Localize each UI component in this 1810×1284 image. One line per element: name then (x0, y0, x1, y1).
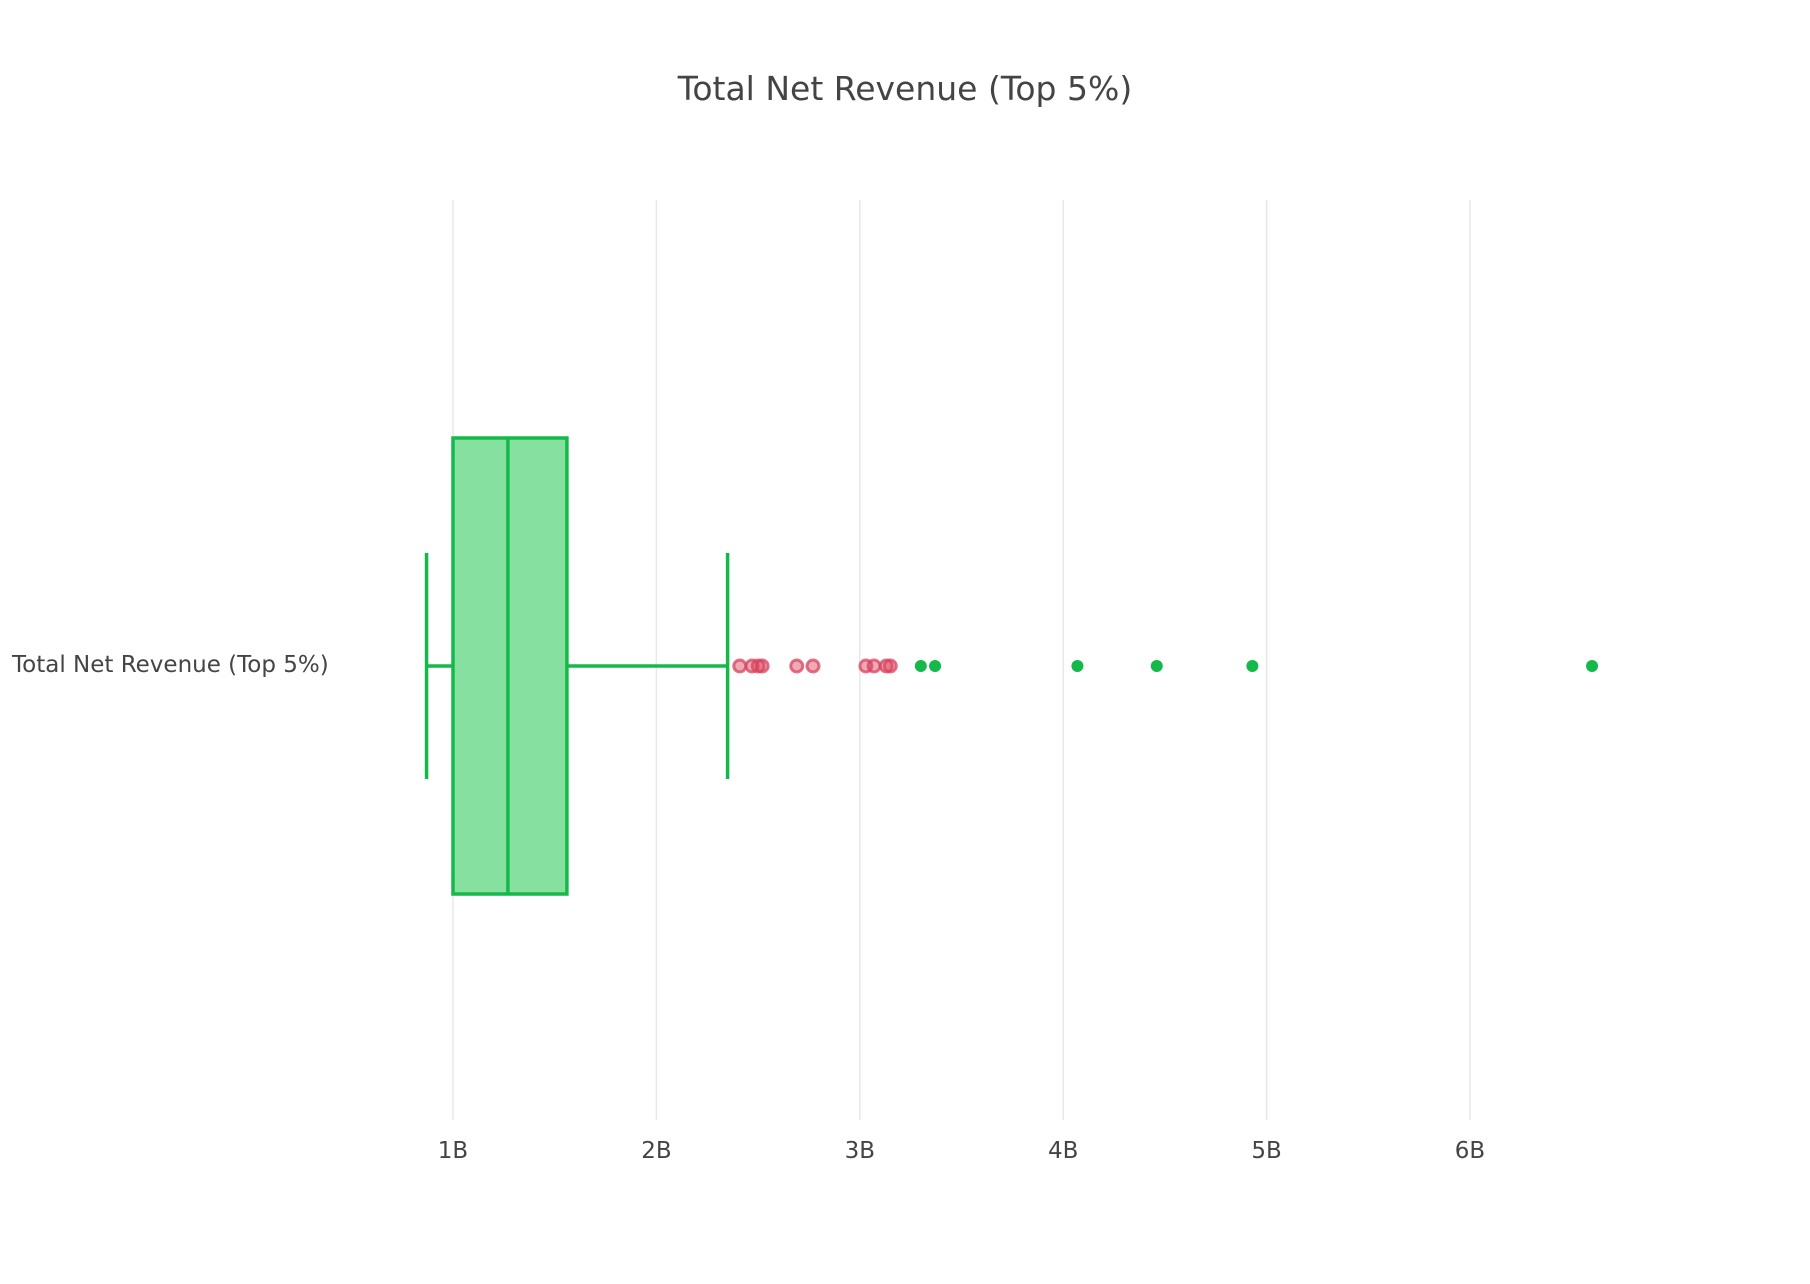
outlier-point (1246, 660, 1259, 672)
outlier-point (914, 660, 927, 672)
chart-title: Total Net Revenue (Top 5%) (677, 69, 1132, 108)
category-label: Total Net Revenue (Top 5%) (11, 652, 329, 678)
suspected-outlier-point (789, 658, 805, 674)
outlier-point (1071, 660, 1084, 672)
x-tick-label: 6B (1455, 1138, 1485, 1164)
suspected-outlier-point (866, 658, 882, 674)
outlier-point (929, 660, 942, 672)
suspected-outlier-point (805, 658, 821, 674)
plot-area (424, 436, 1599, 896)
x-tick-label: 2B (641, 1138, 671, 1164)
iqr-box (451, 436, 569, 896)
outlier-point (1586, 660, 1599, 672)
x-axis: 1B 2B 3B 4B 5B 6B (438, 1138, 1485, 1164)
suspected-outlier-point (732, 658, 748, 674)
x-tick-label: 3B (845, 1138, 875, 1164)
x-tick-label: 5B (1251, 1138, 1281, 1164)
suspected-outlier-point (882, 658, 898, 674)
outlier-point (1150, 660, 1163, 672)
grid-lines (452, 200, 1471, 1120)
x-tick-label: 4B (1048, 1138, 1078, 1164)
x-tick-label: 1B (438, 1138, 468, 1164)
suspected-outlier-point (754, 658, 770, 674)
